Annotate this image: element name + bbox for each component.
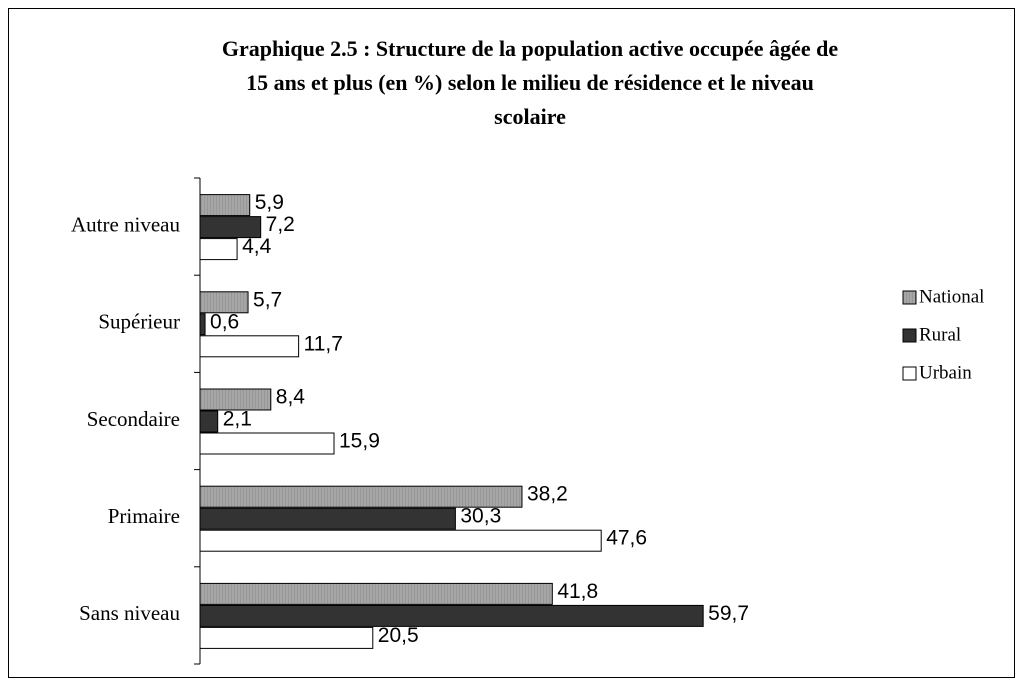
bar [199,410,219,433]
bar [199,388,272,411]
data-label: 7,2 [266,213,295,236]
data-label: 2,1 [223,408,252,431]
data-label: 5,9 [255,191,284,214]
data-label: 4,4 [242,235,272,258]
bar [199,582,553,605]
category-label: Autre niveau [71,212,181,236]
data-label: 20,5 [378,624,419,647]
legend-swatch [902,328,917,343]
frame [8,8,1015,678]
bar [199,291,249,314]
data-label: 11,7 [304,332,343,355]
chart-title: scolaire [494,104,566,129]
legend-label: Urbain [919,362,972,383]
category-label: Primaire [108,504,180,528]
bar [199,313,206,336]
legend-swatch [902,366,917,381]
data-label: 5,7 [253,288,282,311]
bar [199,335,300,358]
bar [199,485,523,508]
chart-title: 15 ans et plus (en %) selon le milieu de… [246,70,814,95]
data-label: 38,2 [527,483,568,506]
category-label: Secondaire [87,407,180,431]
bar [199,507,456,530]
data-label: 41,8 [557,580,598,603]
data-label: 0,6 [210,310,239,333]
data-label: 15,9 [339,430,380,453]
legend-swatch [902,290,917,305]
bar [199,626,374,649]
bar [199,194,251,217]
legend-label: National [919,286,984,307]
bar [199,529,602,552]
chart-title: Graphique 2.5 : Structure de la populati… [222,36,838,61]
data-label: 8,4 [276,386,306,409]
category-label: Sans niveau [79,601,180,625]
bar [199,216,262,239]
data-label: 59,7 [708,602,749,625]
data-label: 30,3 [460,505,501,528]
legend-label: Rural [919,324,961,345]
category-label: Supérieur [98,310,180,334]
data-label: 47,6 [606,527,647,550]
bar [199,432,335,455]
bar [199,238,238,261]
bar [199,604,704,627]
